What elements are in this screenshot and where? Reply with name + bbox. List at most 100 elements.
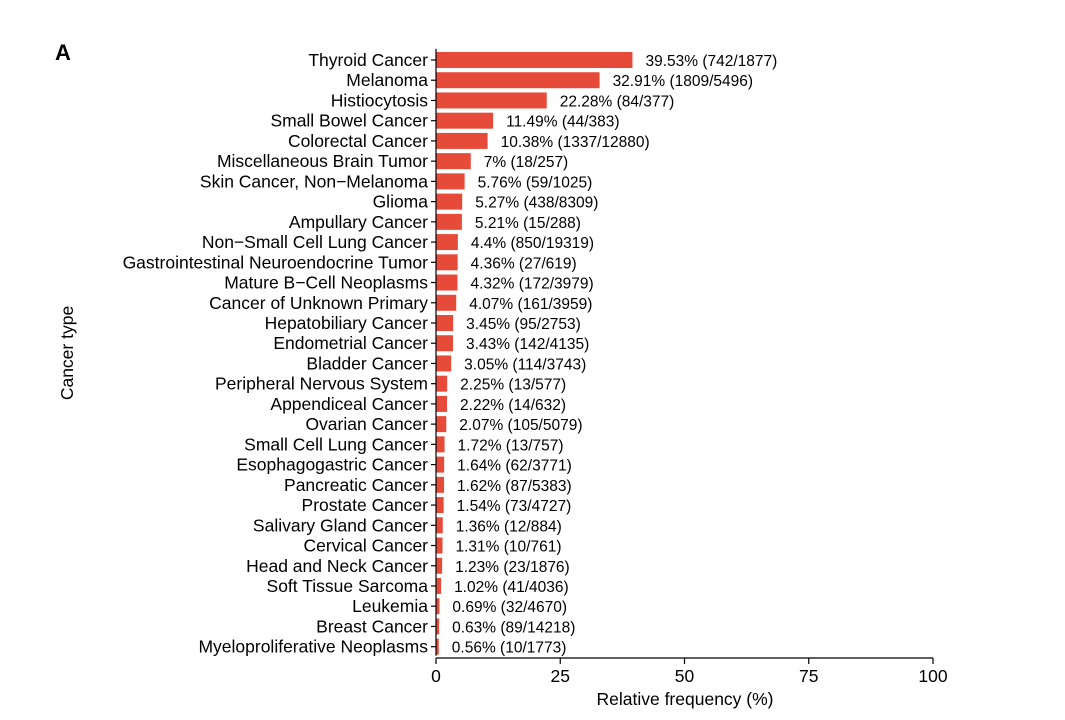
category-label: Glioma: [373, 192, 429, 212]
category-label: Cervical Cancer: [304, 536, 429, 556]
category-label: Pancreatic Cancer: [284, 475, 428, 495]
bar: [436, 335, 454, 352]
bar: [436, 557, 443, 574]
bar: [436, 294, 457, 311]
data-label: 1.23% (23/1876): [455, 559, 570, 576]
bar: [436, 476, 445, 493]
category-label: Non−Small Cell Lung Cancer: [202, 232, 428, 252]
data-label: 11.49% (44/383): [506, 114, 619, 131]
bar: [436, 234, 458, 251]
bar: [436, 132, 488, 149]
category-label: Small Bowel Cancer: [270, 111, 428, 131]
bar: [436, 355, 452, 372]
category-label: Leukemia: [352, 596, 428, 616]
y-axis-title: Cancer type: [57, 306, 77, 400]
bar: [436, 254, 458, 271]
bar: [436, 598, 440, 615]
data-label: 5.76% (59/1025): [478, 174, 593, 191]
category-label: Cancer of Unknown Primary: [209, 293, 428, 313]
data-label: 1.64% (62/3771): [457, 458, 572, 475]
bar: [436, 314, 454, 331]
bar: [436, 375, 448, 392]
x-tick-label: 50: [675, 666, 695, 686]
data-label: 5.21% (15/288): [475, 215, 581, 232]
data-label: 32.91% (1809/5496): [613, 73, 753, 90]
data-label: 4.36% (27/619): [471, 255, 577, 272]
x-axis-title: Relative frequency (%): [596, 689, 773, 709]
data-label: 39.53% (742/1877): [645, 53, 777, 70]
data-label: 7% (18/257): [484, 154, 568, 171]
data-label: 4.4% (850/19319): [471, 235, 594, 252]
bar: [436, 436, 445, 453]
bar: [436, 92, 547, 109]
category-label: Esophagogastric Cancer: [236, 455, 428, 475]
category-label: Peripheral Nervous System: [215, 374, 428, 394]
bar: [436, 193, 463, 210]
data-label: 5.27% (438/8309): [475, 195, 598, 212]
x-tick-label: 75: [799, 666, 818, 686]
bar: [436, 274, 458, 291]
bar: [436, 213, 462, 230]
data-label: 3.05% (114/3743): [464, 356, 586, 373]
category-label: Gastrointestinal Neuroendocrine Tumor: [123, 252, 429, 272]
data-label: 1.31% (10/761): [456, 539, 562, 556]
bar: [436, 517, 443, 534]
data-label: 2.22% (14/632): [460, 397, 566, 414]
data-label: 22.28% (84/377): [560, 93, 675, 110]
bars-layer: 39.53% (742/1877) 32.91% (1809/5496) 22.28…: [436, 52, 777, 657]
data-label: 1.54% (73/4727): [457, 498, 572, 515]
category-label: Histiocytosis: [331, 90, 428, 110]
category-label: Ampullary Cancer: [289, 212, 428, 232]
category-label: Prostate Cancer: [302, 495, 429, 515]
x-tick-label: 100: [918, 666, 947, 686]
category-label: Skin Cancer, Non−Melanoma: [200, 171, 428, 191]
bar: [436, 577, 442, 594]
bar: [436, 416, 447, 433]
data-label: 1.36% (12/884): [456, 518, 562, 535]
axes-layer: Thyroid CancerMelanomaHistiocytosisSmall…: [123, 48, 948, 686]
category-label: Colorectal Cancer: [288, 131, 428, 151]
bar: [436, 112, 494, 129]
bar: [436, 456, 445, 473]
bar: [436, 537, 443, 554]
panel-label: A: [55, 40, 71, 65]
data-label: 2.25% (13/577): [460, 377, 566, 394]
data-label: 1.72% (13/757): [458, 437, 564, 454]
category-label: Mature B−Cell Neoplasms: [224, 273, 428, 293]
bar: [436, 173, 465, 190]
bar: [436, 395, 448, 412]
data-label: 4.07% (161/3959): [469, 296, 592, 313]
data-label: 4.32% (172/3979): [470, 276, 593, 293]
category-label: Head and Neck Cancer: [246, 556, 428, 576]
category-label: Small Cell Lung Cancer: [244, 434, 428, 454]
category-label: Breast Cancer: [316, 616, 428, 636]
data-label: 0.56% (10/1773): [452, 640, 567, 657]
category-label: Hepatobiliary Cancer: [265, 313, 429, 333]
data-label: 3.45% (95/2753): [466, 316, 581, 333]
category-label: Melanoma: [346, 70, 428, 90]
data-label: 2.07% (105/5079): [459, 417, 582, 434]
category-label: Soft Tissue Sarcoma: [267, 576, 429, 596]
category-label: Ovarian Cancer: [305, 414, 428, 434]
category-label: Thyroid Cancer: [308, 50, 428, 70]
category-label: Myeloproliferative Neoplasms: [198, 637, 428, 657]
bar: [436, 52, 633, 68]
data-label: 10.38% (1337/12880): [501, 134, 650, 151]
category-label: Appendiceal Cancer: [270, 394, 428, 414]
data-label: 3.43% (142/4135): [466, 336, 589, 353]
bar: [436, 153, 471, 170]
category-label: Endometrial Cancer: [273, 333, 428, 353]
data-label: 0.63% (89/14218): [452, 619, 575, 636]
bar: [436, 72, 600, 89]
category-label: Bladder Cancer: [306, 353, 428, 373]
data-label: 1.62% (87/5383): [457, 478, 572, 495]
category-label: Miscellaneous Brain Tumor: [217, 151, 428, 171]
data-label: 1.02% (41/4036): [454, 579, 569, 596]
x-tick-label: 25: [551, 666, 570, 686]
bar: [436, 497, 444, 514]
bar: [436, 638, 439, 655]
bar: [436, 618, 440, 635]
x-tick-label: 0: [431, 666, 441, 686]
category-label: Salivary Gland Cancer: [253, 515, 428, 535]
